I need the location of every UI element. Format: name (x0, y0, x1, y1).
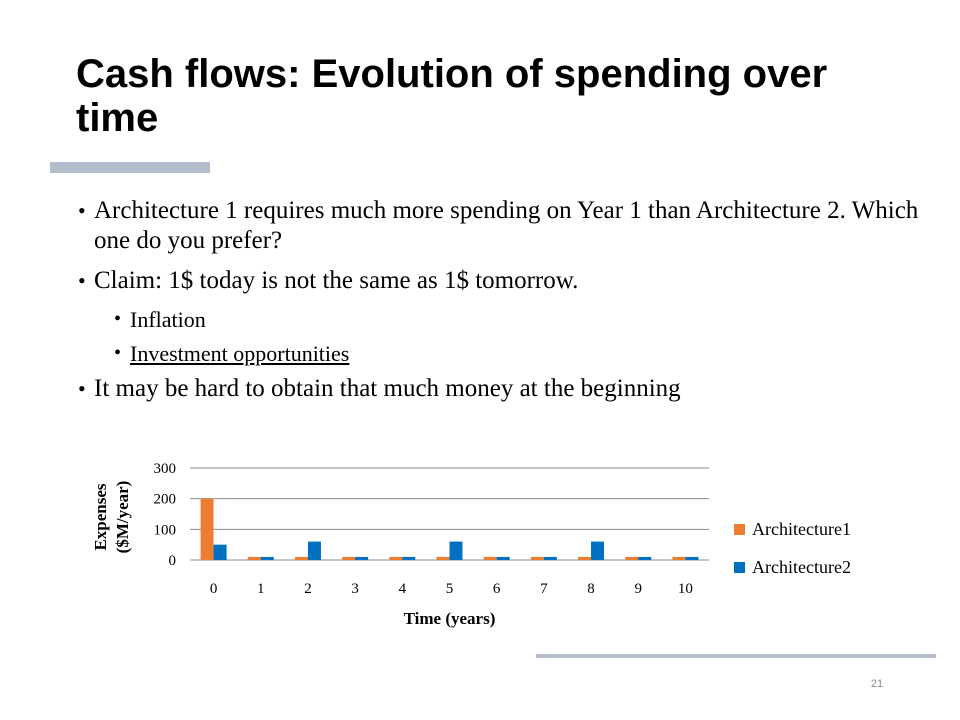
slide-title: Cash flows: Evolution of spending over t… (76, 52, 828, 140)
y-axis-title-line-1: Expenses (91, 483, 110, 550)
bar-architecture1-year-8 (578, 556, 592, 560)
bar-architecture1-year-10 (672, 556, 686, 560)
bar-architecture1-year-1 (247, 556, 261, 560)
y-tick-label: 300 (154, 461, 177, 477)
page-number: 21 (870, 678, 884, 690)
bar-architecture2-year-1 (260, 556, 274, 560)
legend-label-architecture2: Architecture2 (752, 557, 851, 577)
footer-accent-bar (536, 654, 936, 658)
x-tick-label: 8 (587, 581, 595, 597)
legend-item-architecture2: Architecture2 (734, 554, 851, 580)
y-tick-label: 100 (154, 522, 177, 538)
bar-architecture1-year-0 (200, 498, 214, 560)
x-tick-label: 6 (493, 581, 501, 597)
x-tick-label: 1 (257, 581, 265, 597)
bullet-list: Architecture 1 requires much more spendi… (78, 196, 938, 414)
bar-architecture2-year-3 (355, 556, 369, 560)
legend-item-architecture1: Architecture1 (734, 516, 851, 542)
x-axis-title: Time (years) (404, 609, 496, 628)
bar-architecture2-year-9 (638, 556, 652, 560)
bullet-item: Claim: 1$ today is not the same as 1$ to… (78, 266, 938, 296)
x-tick-label: 10 (678, 581, 693, 597)
bar-architecture2-year-7 (543, 556, 557, 560)
legend-swatch-architecture1 (734, 524, 745, 535)
bar-architecture2-year-6 (496, 556, 510, 560)
bar-architecture1-year-4 (389, 556, 403, 560)
legend-swatch-architecture2 (734, 562, 745, 573)
sub-bullet-item: Inflation (78, 306, 938, 333)
x-tick-label: 7 (540, 581, 548, 597)
bar-architecture2-year-5 (449, 541, 463, 560)
sub-bullet-item: Investment opportunities (78, 340, 938, 367)
legend-label-architecture1: Architecture1 (752, 519, 851, 539)
y-tick-label: 0 (169, 553, 177, 569)
x-tick-label: 5 (446, 581, 454, 597)
bar-architecture1-year-6 (483, 556, 497, 560)
bar-architecture1-year-7 (530, 556, 544, 560)
bar-architecture2-year-4 (402, 556, 416, 560)
expenses-bar-chart: 0 100 200 300 0 1 2 3 4 5 6 7 8 9 10 Time (years) Expens… (91, 461, 709, 628)
x-tick-label: 9 (634, 581, 642, 597)
sub-bullet-link-text: Investment opportunities (130, 341, 350, 366)
bar-architecture1-year-5 (436, 556, 450, 560)
bar-architecture1-year-3 (342, 556, 356, 560)
bullet-item: Architecture 1 requires much more spendi… (78, 196, 938, 256)
x-tick-label: 2 (304, 581, 312, 597)
title-accent-bar (50, 162, 210, 173)
x-tick-label: 3 (351, 581, 359, 597)
bar-architecture2-year-10 (685, 556, 699, 560)
bullet-item: It may be hard to obtain that much money… (78, 374, 938, 404)
y-tick-label: 200 (154, 492, 177, 508)
bar-architecture2-year-2 (307, 541, 321, 560)
bar-architecture1-year-2 (294, 556, 308, 560)
chart-legend: Architecture1 Architecture2 (734, 516, 851, 592)
bar-architecture2-year-8 (591, 541, 605, 560)
bar-architecture1-year-9 (625, 556, 639, 560)
y-axis-title-line-2: ($M/year) (113, 481, 132, 554)
bar-architecture2-year-0 (213, 544, 227, 560)
x-tick-label: 0 (210, 581, 218, 597)
x-tick-label: 4 (399, 581, 407, 597)
